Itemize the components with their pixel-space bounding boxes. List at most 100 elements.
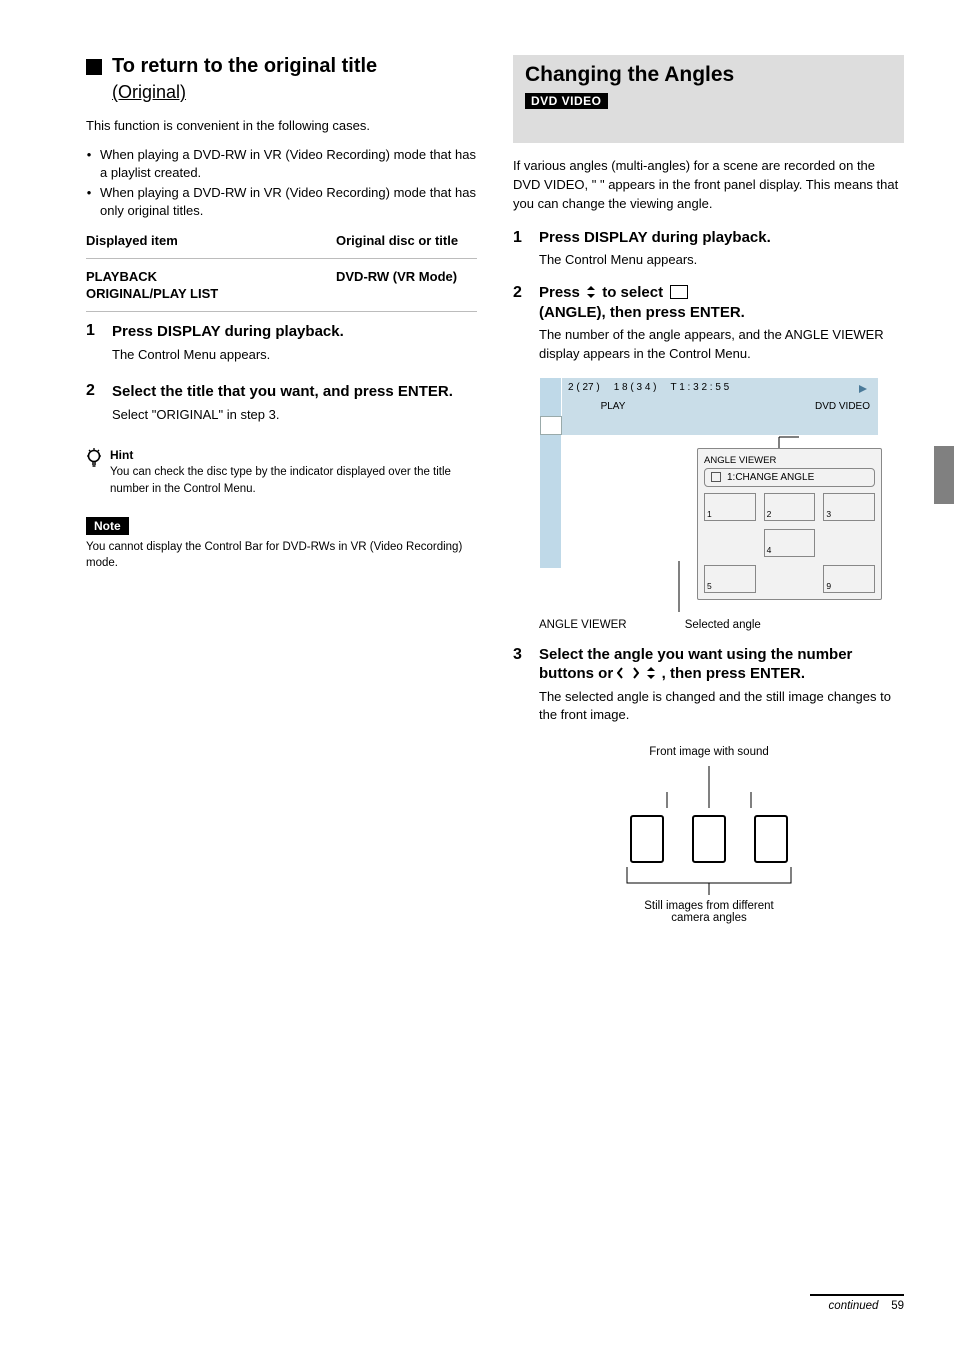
list-row: Displayed item Original disc or title	[86, 233, 477, 248]
r-step2-body2: to select	[602, 284, 663, 301]
osd-body-row	[562, 416, 878, 435]
osd-tab	[540, 549, 562, 568]
divider	[86, 258, 477, 259]
thumb-num: 3	[826, 509, 831, 519]
osd-tab	[540, 492, 562, 511]
osd-tab	[540, 378, 562, 397]
list-text: When playing a DVD-RW in VR (Video Recor…	[100, 146, 477, 182]
angle-thumb: 1	[704, 493, 756, 521]
page-number: 59	[891, 1300, 904, 1312]
r-step3-sub: The selected angle is changed and the st…	[539, 688, 904, 724]
section-banner: Changing the Angles DVD VIDEO	[513, 55, 904, 143]
side-section-tab	[934, 446, 954, 504]
bullet-icon: •	[86, 146, 92, 164]
r-step3-body2: , then press ENTER.	[662, 665, 805, 682]
step-number: 1	[513, 229, 529, 247]
list-key: ORIGINAL/PLAY LIST	[86, 286, 336, 301]
list-item: • When playing a DVD-RW in VR (Video Rec…	[86, 184, 477, 220]
note-body: You cannot display the Control Bar for D…	[86, 539, 477, 571]
front-box	[692, 815, 726, 863]
r-step2-title: Press to select (ANGLE), then press ENTE…	[539, 283, 745, 322]
up-down-arrow-icon	[644, 666, 658, 680]
divider	[86, 311, 477, 312]
left-right-arrow-icon	[617, 667, 639, 679]
r-step2-body3: (ANGLE), then press ENTER.	[539, 304, 745, 321]
thumb-num: 9	[826, 581, 831, 591]
banner-title: Changing the Angles	[525, 63, 898, 87]
right-para1: If various angles (multi-angles) for a s…	[513, 157, 904, 214]
step2-sub: Select "ORIGINAL" in step 3.	[112, 406, 453, 424]
osd-second-row: PLAY DVD VIDEO	[562, 397, 878, 416]
angle-thumb: 2	[764, 493, 816, 521]
bullet-icon: •	[86, 184, 92, 202]
hint-label: Hint	[110, 448, 477, 462]
front-top-label: Front image with sound	[539, 746, 879, 758]
angle-thumb: 5	[704, 565, 756, 593]
osd-tab	[540, 511, 562, 530]
angle-thumb: 4	[764, 529, 816, 557]
section-bullet-icon	[86, 59, 102, 75]
osd-top-row: 2 ( 27 ) 1 8 ( 3 4 ) T 1 : 3 2 : 5 5	[562, 378, 878, 397]
list-row: PLAYBACK DVD-RW (VR Mode)	[86, 269, 477, 284]
osd-disc-type: DVD VIDEO	[815, 401, 870, 412]
hint-body: You can check the disc type by the indic…	[110, 464, 477, 496]
footer-continued: continued	[829, 1300, 879, 1312]
front-caption1: Still images from different	[539, 900, 879, 912]
r-step1-sub: The Control Menu appears.	[539, 251, 904, 269]
angle-viewer-panel: ANGLE VIEWER 1:CHANGE ANGLE 1 2 3 4 5 9	[697, 448, 882, 600]
front-box	[754, 815, 788, 863]
front-bracket	[539, 863, 879, 897]
r-step3-title: Select the angle you want using the numb…	[539, 645, 904, 684]
step-number: 2	[513, 284, 529, 302]
thumb-num: 4	[767, 545, 772, 555]
play-icon	[858, 384, 868, 394]
angle-select-text: 1:CHANGE ANGLE	[727, 472, 814, 483]
thumb-num: 2	[767, 509, 772, 519]
angle-box-icon	[670, 285, 688, 299]
step-number: 1	[86, 322, 102, 364]
osd-chapter-count: 1 8 ( 3 4 )	[614, 382, 657, 393]
r-step1-title: Press DISPLAY during playback.	[539, 228, 771, 248]
list-key: Displayed item	[86, 233, 336, 248]
footer-divider	[810, 1294, 904, 1296]
thumb-num: 5	[707, 581, 712, 591]
r-step2-body1: Press	[539, 284, 584, 301]
angle-panel-label: ANGLE VIEWER	[704, 455, 875, 466]
osd-tab	[540, 473, 562, 492]
front-box	[630, 815, 664, 863]
list-item: • When playing a DVD-RW in VR (Video Rec…	[86, 146, 477, 182]
left-title: To return to the original title	[112, 55, 377, 78]
list-key: PLAYBACK	[86, 269, 336, 284]
osd-time: T 1 : 3 2 : 5 5	[671, 382, 730, 393]
angle-thumb: 9	[823, 565, 875, 593]
front-leader-lines	[539, 762, 879, 812]
angle-thumb: 3	[823, 493, 875, 521]
step2-title: Select the title that you want, and pres…	[112, 382, 453, 402]
title-subtext-link: (Original)	[112, 82, 477, 103]
front-caption2: camera angles	[539, 912, 879, 924]
note-label: Note	[86, 517, 129, 535]
step-number: 2	[86, 382, 102, 424]
r-step2-sub: The number of the angle appears, and the…	[539, 326, 904, 362]
control-menu-osd: 2 ( 27 ) 1 8 ( 3 4 ) T 1 : 3 2 : 5 5 PLA…	[539, 377, 879, 569]
up-down-arrow-icon	[584, 285, 598, 299]
osd-tab	[540, 397, 562, 416]
list-text: When playing a DVD-RW in VR (Video Recor…	[100, 184, 477, 220]
step1-sub: The Control Menu appears.	[112, 346, 344, 364]
osd-tab	[540, 530, 562, 549]
left-intro-para: This function is convenient in the follo…	[86, 117, 477, 136]
osd-title-count: 2 ( 27 )	[568, 382, 600, 393]
list-val: DVD-RW (VR Mode)	[336, 269, 457, 284]
osd-tab	[540, 435, 562, 454]
step1-title: Press DISPLAY during playback.	[112, 322, 344, 342]
step-number: 3	[513, 646, 529, 664]
dvd-video-badge: DVD VIDEO	[525, 93, 608, 109]
osd-tab-selected	[540, 416, 562, 435]
list-val: Original disc or title	[336, 233, 458, 248]
osd-tab	[540, 454, 562, 473]
av-center-label: Selected angle	[627, 619, 819, 631]
av-left-label: ANGLE VIEWER	[539, 619, 627, 631]
angle-select-box-icon	[711, 472, 721, 482]
thumb-num: 1	[707, 509, 712, 519]
angle-select-row: 1:CHANGE ANGLE	[704, 468, 875, 487]
